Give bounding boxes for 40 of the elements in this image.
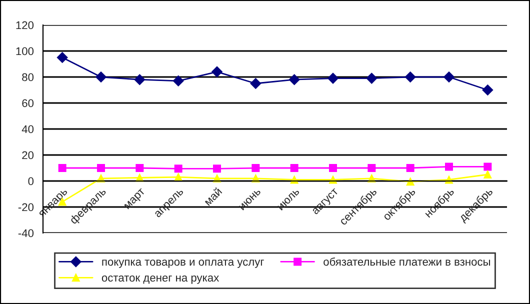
point bbox=[134, 74, 146, 86]
y-tick-label: 40 bbox=[22, 125, 34, 134]
legend-label: покупка товаров и оплата услуг bbox=[102, 260, 264, 268]
point bbox=[290, 164, 298, 172]
point bbox=[213, 164, 221, 173]
point bbox=[445, 162, 453, 171]
point bbox=[329, 164, 337, 172]
y-tick-label: 60 bbox=[22, 99, 34, 108]
point bbox=[328, 72, 338, 84]
point bbox=[136, 164, 144, 172]
point bbox=[366, 72, 378, 84]
y-tick-label: 20 bbox=[22, 151, 34, 160]
y-tick-label: -20 bbox=[18, 203, 34, 212]
point bbox=[174, 173, 182, 182]
point bbox=[250, 78, 262, 89]
y-tick-label: 80 bbox=[22, 73, 34, 82]
point bbox=[96, 72, 106, 82]
point bbox=[444, 72, 454, 82]
point bbox=[404, 72, 416, 82]
point bbox=[174, 164, 182, 173]
y-tick-label: 100 bbox=[16, 47, 34, 56]
point bbox=[56, 52, 68, 63]
x-tick-label: май bbox=[203, 186, 222, 206]
y-tick-label: -40 bbox=[18, 229, 34, 238]
point bbox=[252, 164, 260, 172]
point bbox=[58, 164, 66, 172]
legend-label: остаток денег на руках bbox=[102, 276, 220, 284]
point bbox=[482, 84, 494, 96]
point bbox=[212, 66, 222, 78]
point bbox=[368, 164, 376, 172]
y-tick-label: 0 bbox=[28, 177, 34, 186]
point bbox=[406, 164, 414, 172]
y-tick-label: 120 bbox=[16, 21, 34, 30]
point bbox=[406, 178, 414, 186]
legend-label: обязательные платежи в взносы bbox=[324, 257, 490, 266]
point bbox=[97, 164, 105, 172]
point bbox=[484, 170, 492, 178]
point bbox=[288, 74, 300, 86]
point bbox=[172, 75, 184, 86]
point bbox=[484, 162, 492, 171]
